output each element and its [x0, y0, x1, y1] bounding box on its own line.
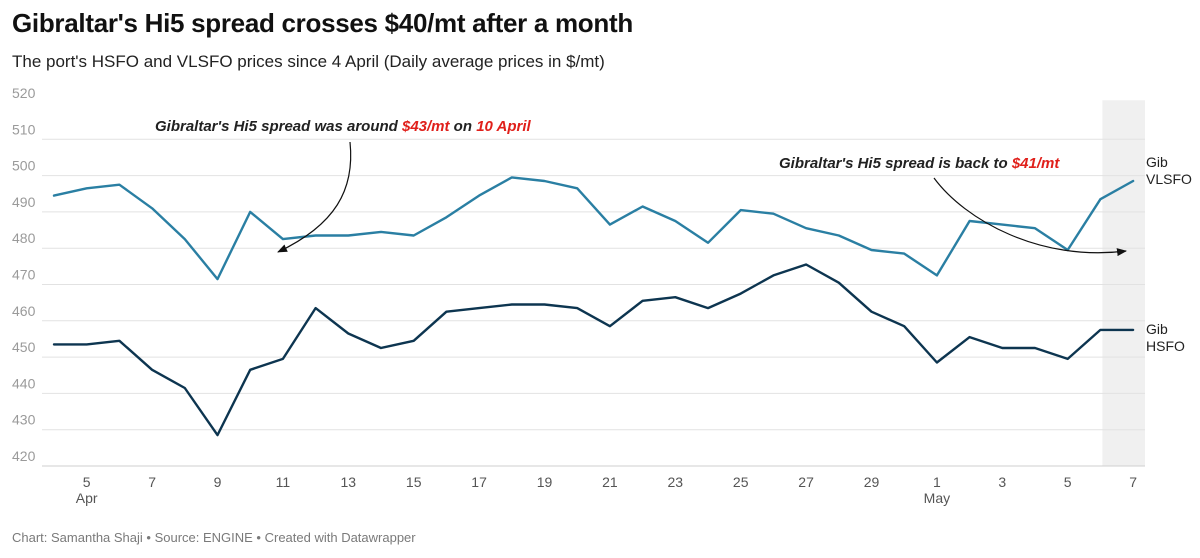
annotation-part: $41/mt [1011, 155, 1061, 172]
x-tick-label: 13 [341, 474, 357, 490]
annotation-may-arrow [933, 177, 1127, 257]
y-tick-label: 500 [12, 158, 36, 174]
series-label-hsfo: Gib [1146, 321, 1168, 337]
series-label-vlsfo: Gib [1146, 154, 1168, 170]
x-tick-label: 9 [214, 474, 222, 490]
annotation-part: on [450, 118, 477, 135]
annotation-part: 10 April [476, 118, 531, 135]
annotation-april-arrow [277, 141, 352, 253]
x-tick-label: 7 [1129, 474, 1137, 490]
y-tick-label: 450 [12, 339, 36, 355]
x-tick-label: 27 [798, 474, 814, 490]
y-tick-label: 430 [12, 412, 36, 428]
y-tick-label: 460 [12, 303, 36, 319]
x-tick-label: 17 [471, 474, 487, 490]
x-tick-label: 5 [1064, 474, 1072, 490]
x-tick-sublabel: Apr [76, 490, 98, 506]
annotation-part: $43/mt [401, 118, 451, 135]
annotation-may: Gibraltar's Hi5 spread is back to $41/mt [779, 155, 1060, 172]
x-tick-label: 3 [998, 474, 1006, 490]
chart-footer: Chart: Samantha Shaji • Source: ENGINE •… [12, 530, 416, 545]
series-line-vlsfo [52, 176, 1135, 281]
series-line-hsfo [52, 263, 1135, 437]
annotation-april: Gibraltar's Hi5 spread was around $43/mt… [155, 118, 531, 135]
x-tick-label: 23 [668, 474, 684, 490]
x-tick-label: 19 [537, 474, 553, 490]
series-label-hsfo: HSFO [1146, 338, 1185, 354]
annotation-part: Gibraltar's Hi5 spread is back to [779, 155, 1012, 172]
y-tick-label: 470 [12, 267, 36, 283]
x-tick-label: 15 [406, 474, 422, 490]
x-tick-label: 1 [933, 474, 941, 490]
y-tick-label: 510 [12, 121, 36, 137]
highlight-band [1102, 100, 1145, 466]
y-tick-label: 480 [12, 230, 36, 246]
x-tick-label: 5 [83, 474, 91, 490]
x-tick-label: 7 [148, 474, 156, 490]
chart-title: Gibraltar's Hi5 spread crosses $40/mt af… [12, 8, 633, 38]
y-tick-label: 490 [12, 194, 36, 210]
chart-subtitle: The port's HSFO and VLSFO prices since 4… [12, 52, 605, 71]
y-tick-label: 520 [12, 85, 36, 101]
x-tick-label: 21 [602, 474, 618, 490]
x-tick-sublabel: May [924, 490, 950, 506]
y-tick-label: 440 [12, 375, 36, 391]
x-tick-label: 29 [864, 474, 880, 490]
y-tick-label: 420 [12, 448, 36, 464]
annotation-part: Gibraltar's Hi5 spread was around [155, 118, 402, 135]
x-tick-label: 25 [733, 474, 749, 490]
series-label-vlsfo: VLSFO [1146, 171, 1192, 187]
x-tick-label: 11 [276, 474, 291, 490]
